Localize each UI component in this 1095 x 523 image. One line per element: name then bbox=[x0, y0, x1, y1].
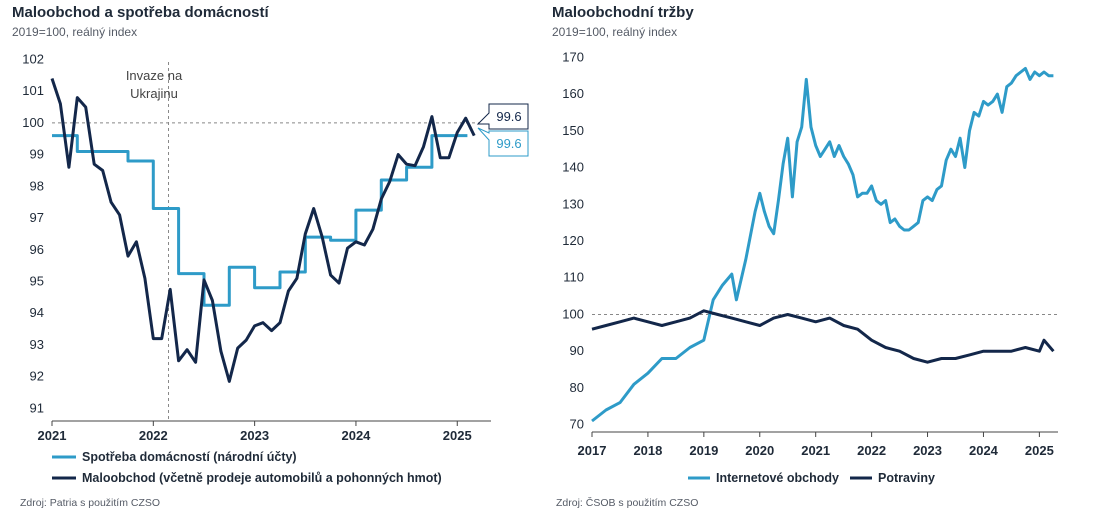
left-y-tick-label: 98 bbox=[30, 178, 44, 193]
left-y-tick-label: 100 bbox=[22, 115, 44, 130]
right-x-tick-label: 2018 bbox=[633, 443, 662, 458]
left-x-tick-label: 2022 bbox=[139, 428, 168, 443]
right-y-tick-label: 150 bbox=[562, 123, 584, 138]
right-y-tick-label: 70 bbox=[570, 417, 584, 432]
invasion-annotation-line2: Ukrajinu bbox=[130, 86, 178, 101]
consumption-callout-value: 99.6 bbox=[496, 136, 521, 151]
right-y-tick-label: 90 bbox=[570, 343, 584, 358]
retail-callout-box bbox=[476, 103, 529, 130]
left-chart-title: Maloobchod a spotřeba domácností bbox=[12, 4, 269, 21]
left-y-tick-label: 92 bbox=[30, 369, 44, 384]
right-x-tick-label: 2019 bbox=[689, 443, 718, 458]
left-y-tick-label: 91 bbox=[30, 400, 44, 415]
right-chart-subtitle: 2019=100, reálný index bbox=[552, 25, 678, 39]
right-chart-title: Maloobchodní tržby bbox=[552, 4, 694, 21]
left-y-tick-label: 95 bbox=[30, 273, 44, 288]
right-x-tick-label: 2024 bbox=[969, 443, 999, 458]
right-y-tick-label: 110 bbox=[563, 270, 584, 285]
right-y-tick-label: 80 bbox=[570, 380, 584, 395]
right-x-tick-label: 2020 bbox=[745, 443, 774, 458]
left-y-tick-label: 99 bbox=[30, 147, 44, 162]
left-x-tick-label: 2023 bbox=[240, 428, 269, 443]
retail-callout-value: 99.6 bbox=[496, 109, 521, 124]
left-chart-subtitle: 2019=100, reálný index bbox=[12, 25, 138, 39]
left-x-tick-label: 2025 bbox=[443, 428, 472, 443]
left-y-tick-label: 102 bbox=[22, 52, 44, 67]
right-legend-label: Potraviny bbox=[878, 471, 935, 485]
left-y-tick-label: 97 bbox=[30, 210, 44, 225]
invasion-annotation-line1: Invaze na bbox=[126, 68, 183, 83]
right-x-tick-label: 2025 bbox=[1025, 443, 1054, 458]
left-x-tick-label: 2021 bbox=[38, 428, 67, 443]
left-y-tick-label: 101 bbox=[22, 83, 44, 98]
left-y-tick-label: 94 bbox=[30, 305, 44, 320]
left-series-line-a bbox=[52, 134, 468, 307]
left-chart-source: Zdroj: Patria s použitím CZSO bbox=[20, 497, 161, 509]
right-legend-label: Internetové obchody bbox=[716, 471, 839, 485]
right-series-line-a bbox=[591, 66, 1054, 423]
left-x-tick-label: 2024 bbox=[341, 428, 371, 443]
right-x-tick-label: 2017 bbox=[578, 443, 607, 458]
right-x-tick-label: 2022 bbox=[857, 443, 886, 458]
right-y-tick-label: 140 bbox=[562, 160, 584, 175]
right-y-tick-label: 170 bbox=[562, 49, 584, 64]
right-y-tick-label: 100 bbox=[562, 306, 584, 321]
right-series-line-b bbox=[591, 309, 1055, 364]
right-y-tick-label: 160 bbox=[562, 86, 584, 101]
left-series-line-b bbox=[50, 78, 476, 383]
left-legend-label: Spotřeba domácností (národní účty) bbox=[82, 450, 297, 464]
right-x-tick-label: 2021 bbox=[801, 443, 830, 458]
left-legend-label: Maloobchod (včetně prodeje automobilů a … bbox=[82, 471, 442, 485]
right-x-tick-label: 2023 bbox=[913, 443, 942, 458]
right-y-tick-label: 120 bbox=[562, 233, 584, 248]
consumption-callout-box bbox=[477, 127, 529, 157]
right-chart-source: Zdroj: ČSOB s použitím CZSO bbox=[556, 497, 699, 509]
right-y-tick-label: 130 bbox=[562, 196, 584, 211]
left-y-tick-label: 93 bbox=[30, 337, 44, 352]
left-y-tick-label: 96 bbox=[30, 242, 44, 257]
